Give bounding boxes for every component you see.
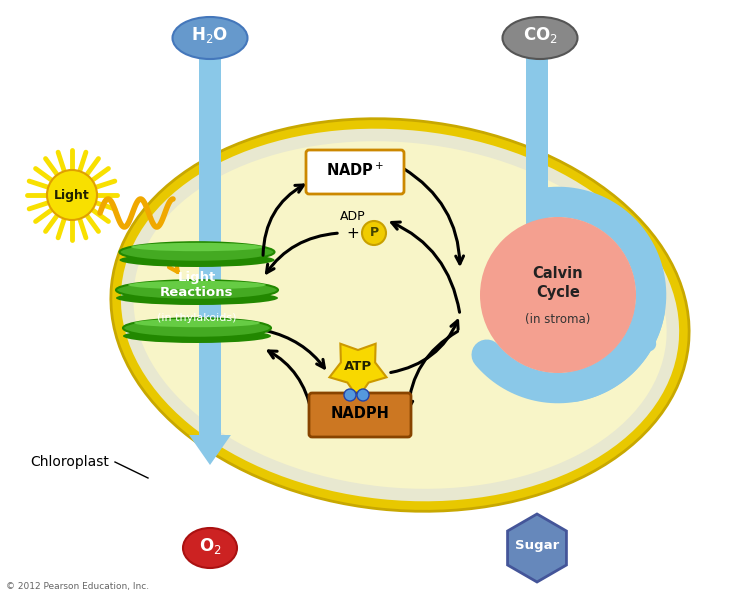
Bar — [199, 55, 221, 435]
Text: +: + — [347, 225, 359, 241]
Ellipse shape — [183, 528, 237, 568]
Text: H$_2$O: H$_2$O — [191, 25, 229, 45]
Ellipse shape — [123, 318, 271, 338]
Text: Light: Light — [54, 188, 90, 201]
Ellipse shape — [123, 329, 271, 343]
Ellipse shape — [111, 119, 689, 511]
Text: Chloroplast: Chloroplast — [30, 455, 109, 469]
Circle shape — [344, 389, 356, 401]
Polygon shape — [508, 514, 567, 582]
Text: ATP: ATP — [344, 359, 372, 372]
Polygon shape — [189, 435, 231, 465]
Ellipse shape — [120, 242, 274, 262]
Text: CO$_2$: CO$_2$ — [523, 25, 557, 45]
Ellipse shape — [116, 280, 278, 300]
Text: Sugar: Sugar — [515, 539, 559, 552]
Text: NADP$^+$: NADP$^+$ — [326, 162, 384, 179]
Text: (in stroma): (in stroma) — [526, 312, 591, 325]
Ellipse shape — [134, 319, 260, 327]
Circle shape — [357, 389, 369, 401]
Bar — [526, 55, 548, 295]
Text: O$_2$: O$_2$ — [198, 536, 221, 556]
Text: ADP: ADP — [340, 210, 366, 224]
Text: (in thylakoids): (in thylakoids) — [157, 313, 237, 323]
Text: © 2012 Pearson Education, Inc.: © 2012 Pearson Education, Inc. — [6, 582, 149, 591]
Circle shape — [480, 217, 636, 373]
Text: Calvin
Cycle: Calvin Cycle — [533, 266, 584, 300]
Ellipse shape — [173, 17, 248, 59]
FancyBboxPatch shape — [306, 150, 404, 194]
Ellipse shape — [120, 253, 274, 267]
Ellipse shape — [116, 291, 278, 305]
Circle shape — [47, 170, 97, 220]
Ellipse shape — [503, 17, 578, 59]
Text: P: P — [370, 226, 379, 240]
Text: Light
Reactions: Light Reactions — [160, 271, 234, 300]
FancyBboxPatch shape — [309, 393, 411, 437]
Ellipse shape — [121, 129, 679, 501]
Ellipse shape — [133, 141, 667, 489]
Ellipse shape — [131, 243, 263, 251]
Ellipse shape — [128, 281, 266, 289]
Polygon shape — [329, 344, 387, 398]
Bar — [526, 55, 548, 202]
Circle shape — [362, 221, 386, 245]
Text: NADPH: NADPH — [331, 406, 390, 421]
